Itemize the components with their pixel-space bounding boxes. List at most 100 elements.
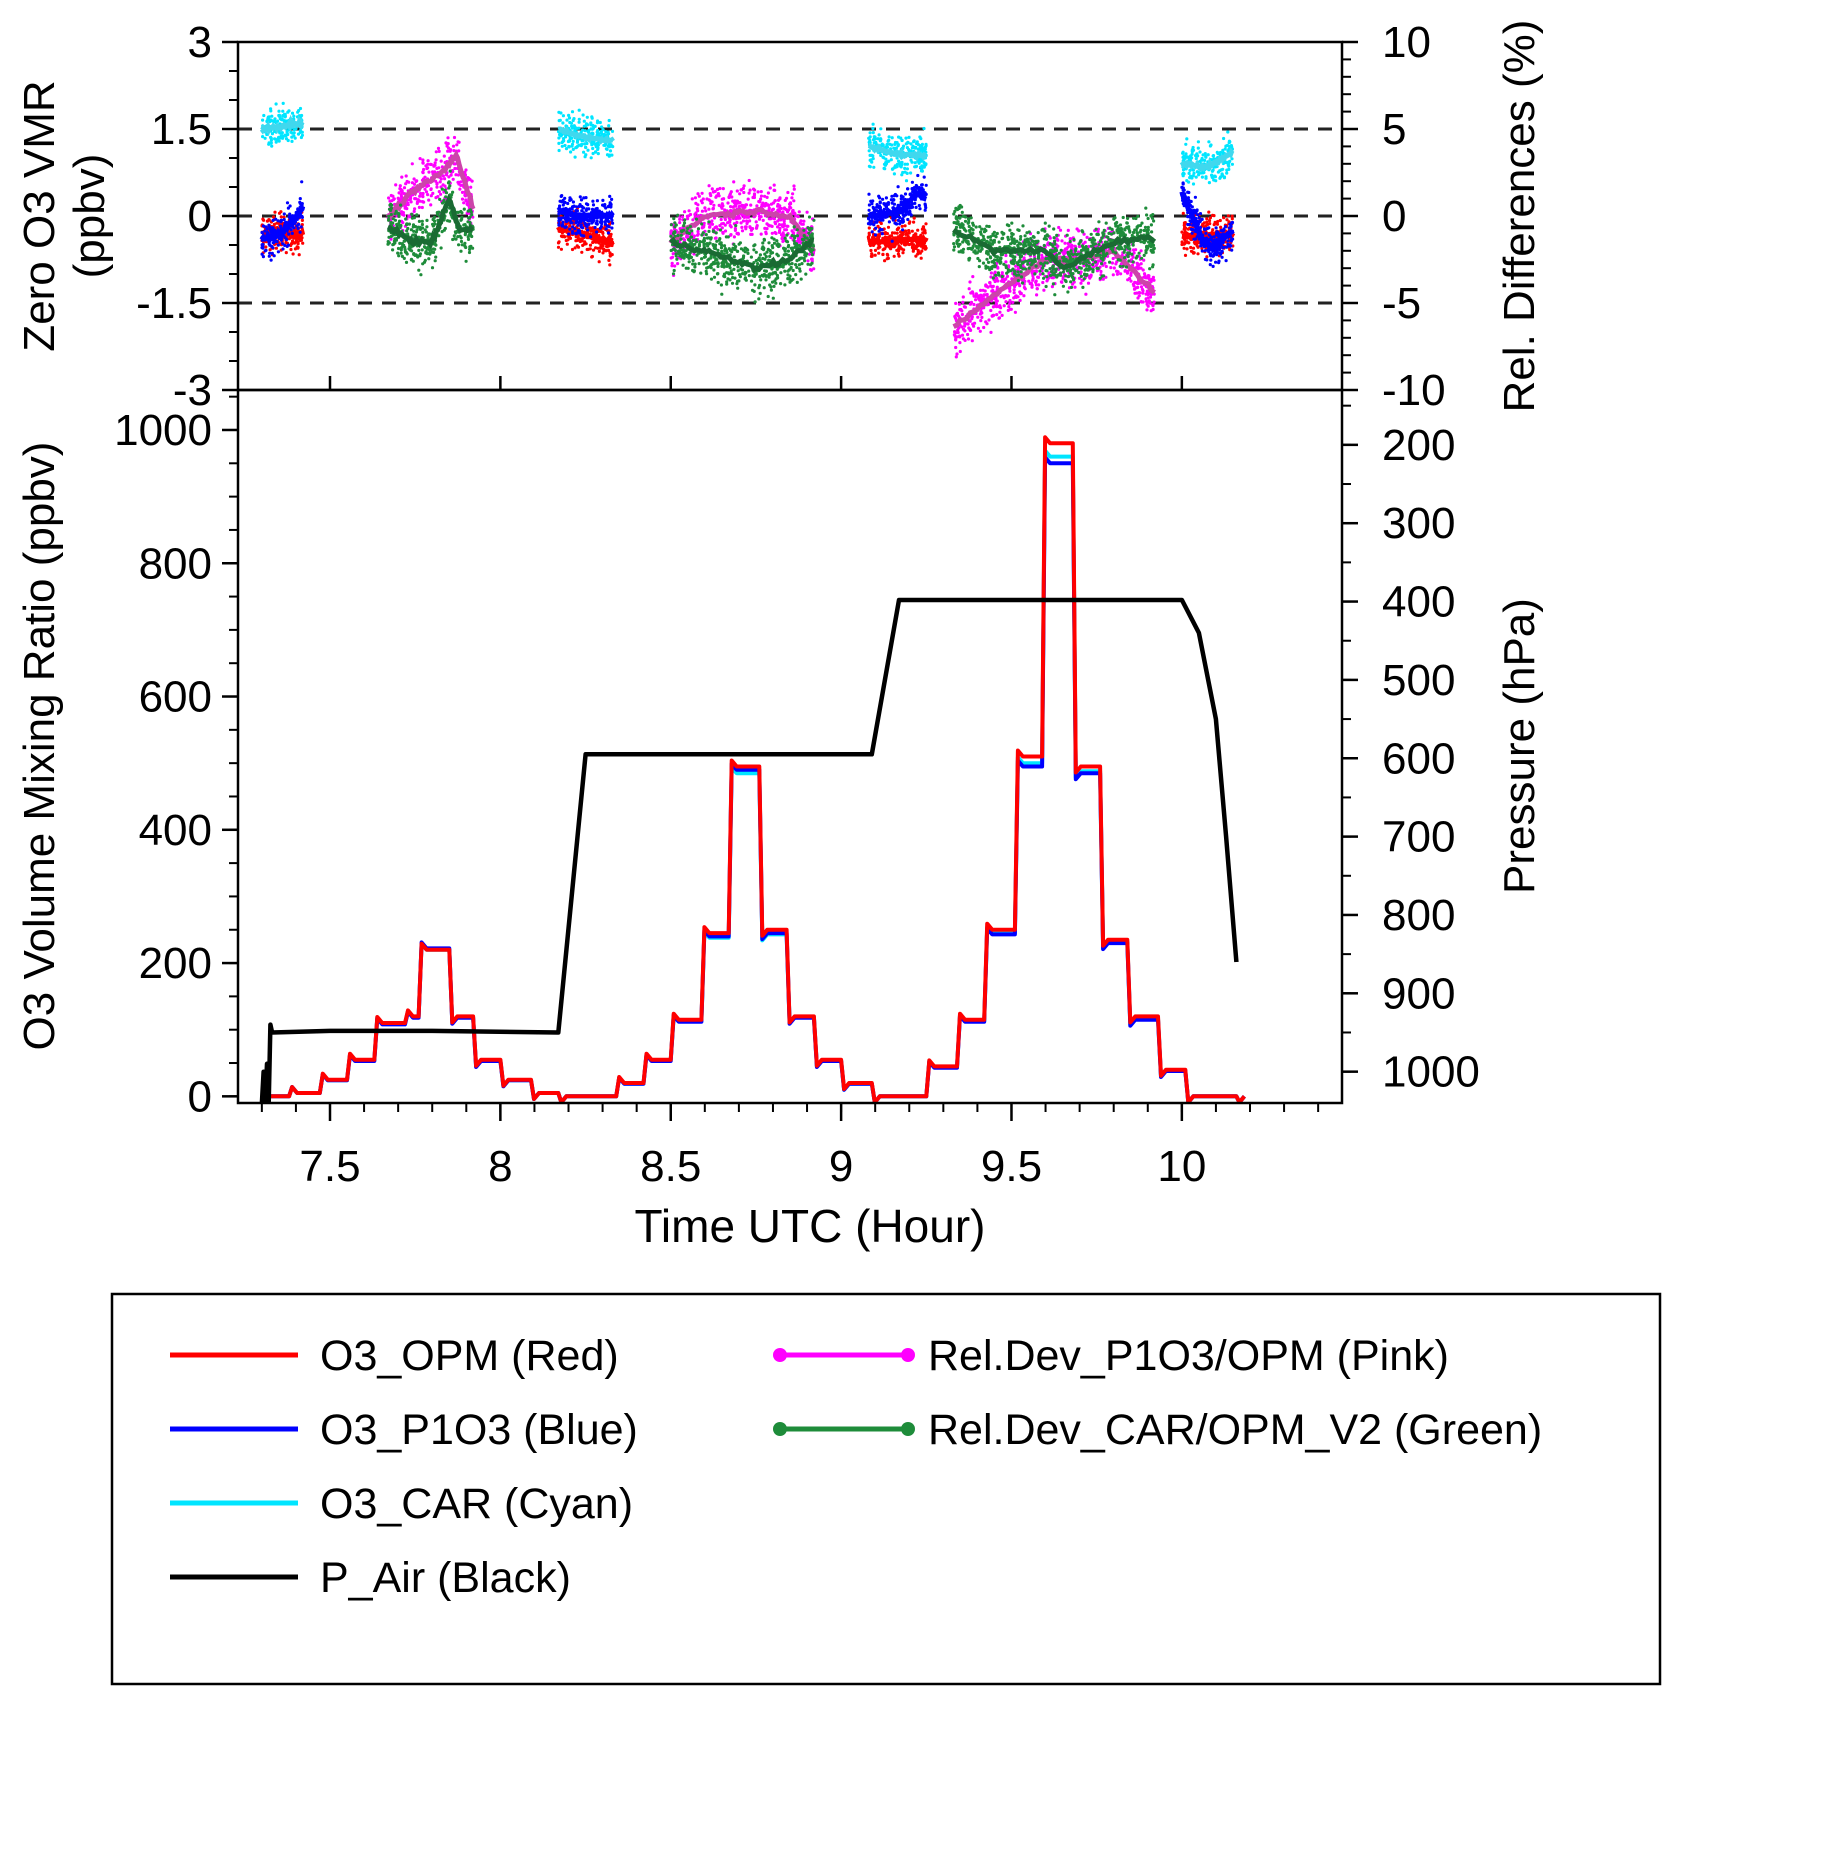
data-point xyxy=(463,223,467,227)
data-point xyxy=(434,255,438,259)
data-point xyxy=(558,133,562,137)
data-point xyxy=(975,294,979,298)
data-point xyxy=(981,288,985,292)
data-point xyxy=(955,335,959,339)
data-point xyxy=(807,231,811,235)
data-point xyxy=(1219,168,1223,172)
data-point xyxy=(990,285,994,289)
data-point xyxy=(446,219,450,223)
data-point xyxy=(439,246,443,250)
data-point xyxy=(460,190,465,194)
data-point xyxy=(749,255,754,259)
data-point xyxy=(1224,161,1228,165)
data-point xyxy=(561,220,565,224)
data-point xyxy=(733,202,738,206)
data-point xyxy=(1222,136,1226,141)
data-point xyxy=(1221,148,1225,152)
data-point xyxy=(705,197,709,201)
data-point xyxy=(456,173,460,177)
data-point xyxy=(963,305,968,309)
top-series-3-mean-line xyxy=(386,149,476,220)
data-point xyxy=(567,116,572,120)
data-point xyxy=(607,124,611,128)
data-point xyxy=(780,224,784,228)
data-point xyxy=(1189,245,1193,250)
data-point xyxy=(271,119,275,123)
data-point xyxy=(754,250,758,254)
data-point xyxy=(1192,171,1196,175)
data-point xyxy=(594,150,598,154)
data-point xyxy=(443,188,447,192)
data-point xyxy=(899,220,903,224)
data-point xyxy=(571,118,575,123)
data-point xyxy=(1141,268,1145,272)
data-point xyxy=(298,200,302,204)
data-point xyxy=(587,226,592,230)
data-point xyxy=(700,222,704,226)
data-point xyxy=(710,222,714,226)
data-point xyxy=(386,240,390,244)
data-point xyxy=(1213,174,1217,178)
data-point xyxy=(416,255,420,259)
data-point xyxy=(300,215,304,219)
data-point xyxy=(561,114,566,118)
data-point xyxy=(669,223,674,227)
data-point xyxy=(907,149,911,153)
data-point xyxy=(1208,216,1212,220)
data-point xyxy=(1022,285,1026,290)
data-point xyxy=(1051,276,1055,280)
data-point xyxy=(295,239,299,243)
data-point xyxy=(963,329,967,333)
data-point xyxy=(1205,220,1209,224)
data-point xyxy=(442,154,446,158)
data-point xyxy=(1138,291,1142,295)
data-point xyxy=(298,130,302,134)
data-point xyxy=(1063,251,1067,255)
data-point xyxy=(583,155,587,159)
data-point xyxy=(712,268,716,272)
data-point xyxy=(1002,296,1006,300)
data-point xyxy=(419,191,423,196)
data-point xyxy=(912,216,916,220)
data-point xyxy=(290,231,294,235)
data-point xyxy=(405,222,409,226)
data-point xyxy=(879,127,883,131)
data-point xyxy=(794,263,798,267)
data-point xyxy=(770,231,774,235)
data-point xyxy=(885,252,889,256)
data-point xyxy=(277,139,281,143)
data-point xyxy=(466,237,471,241)
data-point xyxy=(1110,261,1114,265)
data-point xyxy=(286,243,291,247)
data-point xyxy=(920,183,924,187)
data-point xyxy=(1087,244,1091,249)
data-point xyxy=(389,234,393,238)
top-series-2-mean-line xyxy=(867,142,928,162)
data-point xyxy=(398,241,402,245)
data-point xyxy=(283,115,287,119)
data-point xyxy=(468,215,472,219)
data-point xyxy=(1193,242,1197,246)
data-point xyxy=(443,177,447,181)
data-point xyxy=(298,106,303,111)
data-point xyxy=(271,218,275,222)
data-point xyxy=(876,246,880,250)
data-point xyxy=(731,199,735,203)
data-point xyxy=(765,195,769,199)
data-point xyxy=(670,264,674,268)
data-point xyxy=(700,209,705,213)
data-point xyxy=(1191,174,1195,178)
data-point xyxy=(886,225,891,229)
data-point xyxy=(387,214,391,218)
data-point xyxy=(1185,137,1189,141)
data-point xyxy=(914,246,918,251)
data-point xyxy=(922,227,926,231)
data-point xyxy=(1023,279,1027,283)
data-point xyxy=(998,310,1002,314)
data-point xyxy=(700,257,704,261)
data-point xyxy=(401,244,405,248)
data-point xyxy=(1182,246,1186,250)
data-point xyxy=(399,203,403,207)
data-point xyxy=(988,281,992,285)
data-point xyxy=(582,150,586,154)
